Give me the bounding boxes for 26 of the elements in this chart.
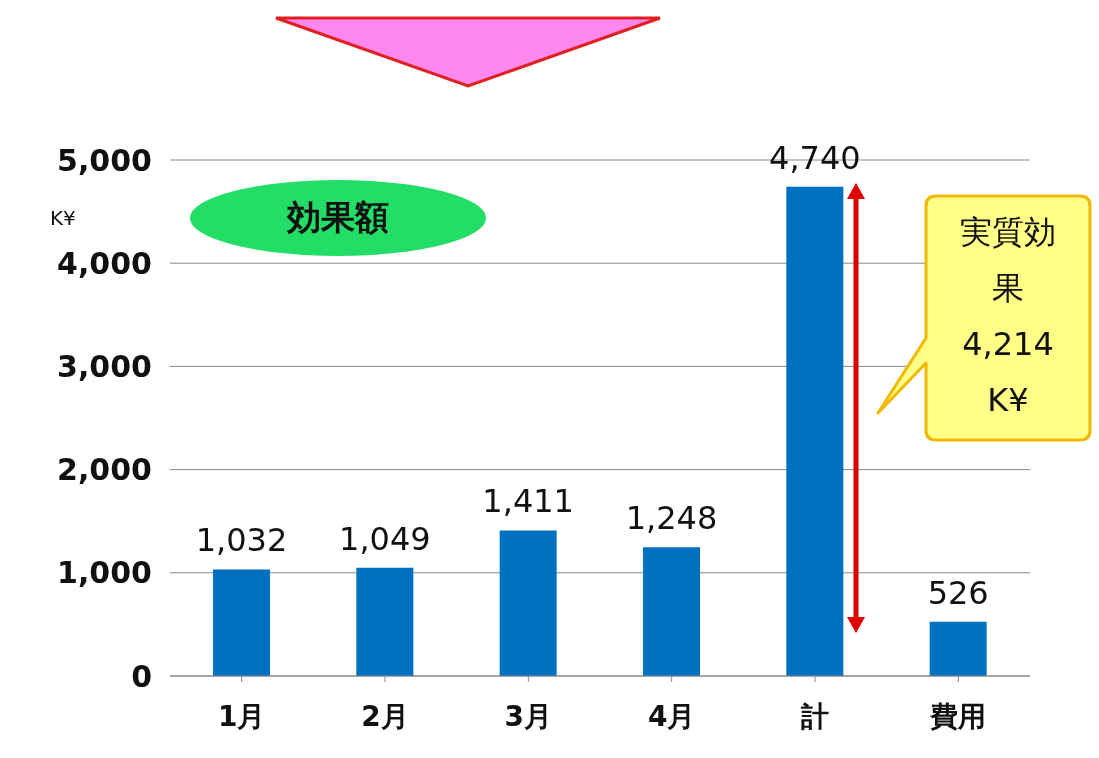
bar: [929, 621, 987, 676]
y-tick-label: 1,000: [57, 555, 152, 591]
y-tick-label: 5,000: [57, 142, 152, 178]
data-label: 1,049: [339, 519, 431, 558]
x-tick-label: 計: [800, 699, 829, 733]
y-axis-title: K¥: [50, 206, 76, 230]
data-label: 1,248: [625, 499, 718, 538]
bar: [213, 569, 270, 676]
x-tick-label: 費用: [929, 699, 987, 733]
bar: [643, 547, 700, 676]
bar: [499, 530, 557, 676]
y-tick-label: 2,000: [57, 452, 152, 488]
y-tick-label: 3,000: [57, 349, 152, 385]
y-tick-label: 4,000: [57, 245, 152, 281]
data-label: 1,032: [195, 521, 288, 560]
y-tick-label: 0: [131, 658, 152, 694]
x-tick-label: 1月: [217, 699, 266, 733]
data-label: 1,411: [482, 482, 574, 521]
x-tick-label: 3月: [504, 699, 553, 733]
data-label: 526: [927, 573, 989, 612]
annotation: 実質効果 4,214 K¥: [959, 212, 1057, 421]
x-tick-label: 4月: [647, 699, 696, 733]
data-label: 4,740: [769, 138, 861, 177]
bar: [356, 567, 414, 676]
bar: [786, 186, 844, 676]
x-tick-label: 2月: [361, 699, 409, 733]
